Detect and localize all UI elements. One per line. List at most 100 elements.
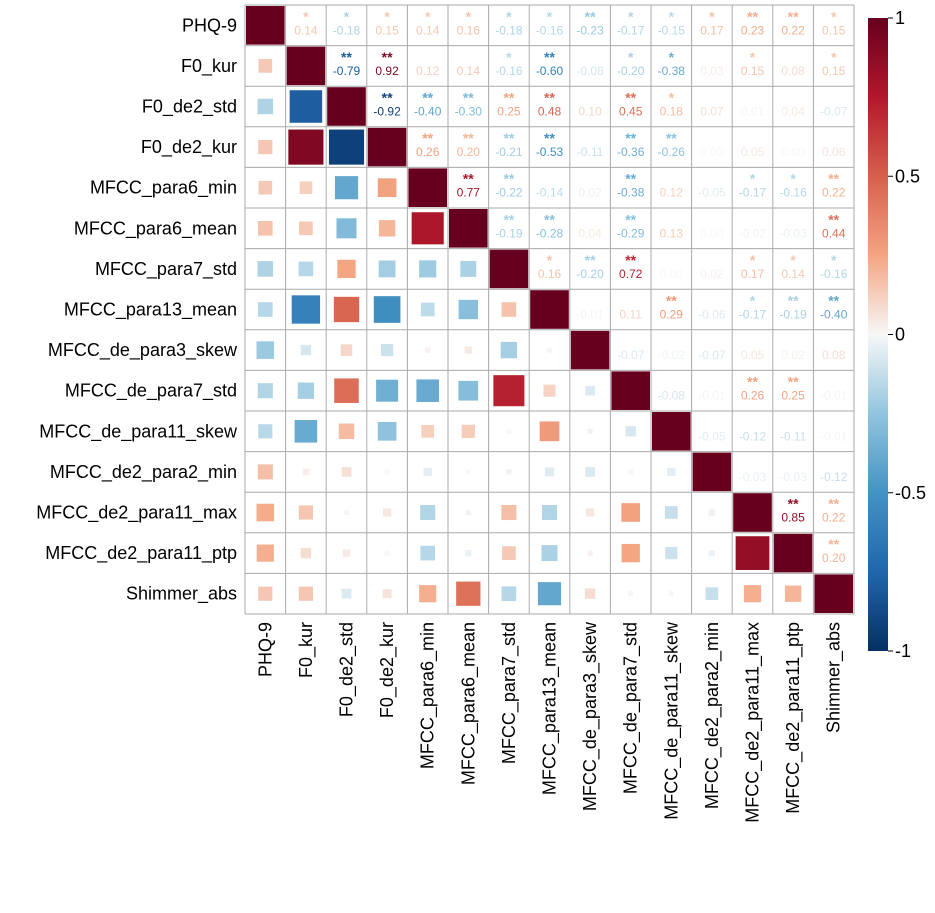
significance-star: * bbox=[750, 171, 756, 187]
correlation-square bbox=[587, 550, 593, 556]
correlation-square bbox=[506, 428, 512, 434]
significance-star: ** bbox=[503, 171, 514, 187]
correlation-value-label: 0.02 bbox=[578, 186, 602, 200]
correlation-square bbox=[500, 341, 518, 359]
correlation-square bbox=[421, 424, 435, 438]
significance-star: * bbox=[831, 252, 837, 268]
diagonal-cell bbox=[246, 6, 285, 45]
correlation-value-label: -0.29 bbox=[617, 226, 645, 240]
correlation-square bbox=[458, 380, 479, 401]
correlation-value-label: -0.07 bbox=[698, 348, 726, 362]
correlation-square bbox=[328, 129, 365, 165]
correlation-square bbox=[460, 260, 477, 277]
row-label: MFCC_para7_std bbox=[95, 259, 237, 280]
significance-star: ** bbox=[625, 171, 636, 187]
correlation-square bbox=[708, 509, 716, 516]
correlation-square bbox=[465, 509, 471, 516]
correlation-value-label: -0.36 bbox=[617, 145, 645, 159]
correlation-value-label: -0.16 bbox=[779, 186, 807, 200]
correlation-value-label: -0.60 bbox=[536, 64, 564, 78]
correlation-square bbox=[298, 261, 314, 277]
significance-star: * bbox=[547, 8, 553, 24]
correlation-value-label: 0.25 bbox=[781, 389, 805, 403]
significance-star: ** bbox=[544, 90, 555, 106]
correlation-square bbox=[456, 581, 481, 606]
correlation-square bbox=[383, 508, 392, 517]
correlation-value-label: 0.22 bbox=[822, 186, 846, 200]
correlation-value-label: -0.03 bbox=[739, 470, 767, 484]
significance-star: * bbox=[425, 8, 431, 24]
correlation-square bbox=[423, 467, 432, 476]
correlation-value-label: 0.13 bbox=[660, 226, 684, 240]
correlation-square bbox=[382, 589, 392, 599]
column-label: MFCC_de_para3_skew bbox=[580, 621, 601, 811]
diagonal-cell bbox=[652, 412, 691, 451]
significance-star: ** bbox=[625, 130, 636, 146]
correlation-square bbox=[258, 180, 273, 195]
correlation-square bbox=[341, 467, 352, 477]
correlation-square bbox=[419, 585, 437, 603]
significance-star: ** bbox=[666, 293, 677, 309]
correlation-value-label: -0.16 bbox=[536, 23, 564, 37]
correlation-value-label: -0.79 bbox=[333, 64, 361, 78]
correlation-value-label: 0.26 bbox=[741, 389, 765, 403]
row-label: MFCC_para6_min bbox=[90, 178, 237, 199]
correlation-square bbox=[411, 212, 444, 245]
diagonal-cell bbox=[570, 330, 610, 370]
significance-star: * bbox=[384, 8, 390, 24]
correlation-value-label: -0.11 bbox=[577, 145, 604, 159]
correlation-square bbox=[384, 469, 390, 475]
column-label: MFCC_de_para11_skew bbox=[661, 621, 682, 820]
correlation-square bbox=[302, 468, 310, 476]
significance-star: * bbox=[750, 49, 756, 65]
correlation-square bbox=[545, 467, 554, 477]
diagonal-cell bbox=[367, 127, 407, 167]
significance-star: ** bbox=[544, 130, 555, 146]
correlation-square bbox=[543, 384, 556, 397]
correlation-value-label: 0.48 bbox=[538, 105, 562, 119]
correlation-square bbox=[334, 378, 359, 403]
column-label: PHQ-9 bbox=[255, 622, 275, 677]
correlation-value-label: -0.01 bbox=[820, 389, 848, 403]
significance-star: ** bbox=[544, 211, 555, 227]
correlation-value-label: -0.02 bbox=[658, 348, 686, 362]
significance-star: * bbox=[669, 49, 675, 65]
correlation-value-label: -0.22 bbox=[495, 186, 523, 200]
correlation-square bbox=[257, 302, 273, 317]
significance-star: ** bbox=[747, 374, 758, 390]
correlation-square bbox=[381, 344, 394, 357]
correlation-value-label: -0.08 bbox=[658, 389, 686, 403]
significance-star: ** bbox=[463, 90, 474, 106]
correlation-square bbox=[289, 90, 323, 123]
correlation-square bbox=[258, 424, 273, 439]
correlation-square bbox=[333, 296, 360, 323]
correlation-square bbox=[257, 261, 274, 277]
correlation-value-label: -0.19 bbox=[779, 308, 807, 322]
correlation-value-label: 0.05 bbox=[741, 348, 765, 362]
matrix-grid bbox=[244, 4, 855, 615]
correlation-square bbox=[257, 220, 273, 236]
significance-star: ** bbox=[625, 252, 636, 268]
correlation-square bbox=[664, 506, 678, 519]
column-label: MFCC_de2_para11_max bbox=[743, 622, 764, 823]
correlation-value-label: -0.01 bbox=[576, 308, 604, 322]
column-labels: PHQ-9 F0_kur F0_de2_std F0_de2_kur MFCC_para… bbox=[255, 621, 844, 823]
significance-star: * bbox=[750, 252, 756, 268]
column-label: MFCC_de2_para11_ptp bbox=[783, 622, 804, 814]
correlation-square bbox=[378, 220, 396, 237]
row-labels: PHQ-9 F0_kur F0_de2_std F0_de2_kur MFCC_para… bbox=[36, 15, 238, 604]
diagonal-cell bbox=[692, 452, 732, 492]
significance-star: * bbox=[790, 171, 796, 187]
correlation-value-label: 0.15 bbox=[741, 64, 765, 78]
row-label: MFCC_de_para7_std bbox=[65, 381, 237, 402]
significance-star: * bbox=[750, 293, 756, 309]
correlation-value-label: 0.17 bbox=[741, 267, 765, 281]
significance-star: ** bbox=[463, 130, 474, 146]
row-label: F0_de2_std bbox=[142, 97, 237, 118]
correlation-value-label: -0.17 bbox=[739, 186, 767, 200]
correlation-square bbox=[256, 503, 275, 522]
correlation-value-label: -0.16 bbox=[495, 64, 523, 78]
column-label: MFCC_de_para7_std bbox=[621, 622, 642, 794]
correlation-value-label: -0.21 bbox=[495, 145, 523, 159]
significance-star: ** bbox=[503, 90, 514, 106]
